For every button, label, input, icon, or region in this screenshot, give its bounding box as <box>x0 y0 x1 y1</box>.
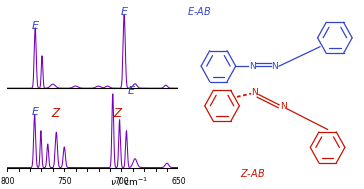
Text: $Z$: $Z$ <box>51 107 62 120</box>
Text: N: N <box>280 102 286 111</box>
Text: $Z$-AB: $Z$-AB <box>240 167 265 179</box>
Text: 800: 800 <box>0 177 15 186</box>
Text: N: N <box>249 62 256 71</box>
Text: N: N <box>272 62 278 71</box>
Text: 750: 750 <box>57 177 72 186</box>
Text: $E$: $E$ <box>127 84 136 96</box>
Text: $E$-AB: $E$-AB <box>187 5 212 17</box>
Text: $E$: $E$ <box>31 105 40 117</box>
Text: $E$: $E$ <box>120 5 129 17</box>
Text: 700: 700 <box>114 177 128 186</box>
Text: $Z$: $Z$ <box>112 107 123 120</box>
Text: $\nu$ / cm$^{-1}$: $\nu$ / cm$^{-1}$ <box>110 176 149 188</box>
Text: $E$: $E$ <box>31 19 40 31</box>
Text: 650: 650 <box>171 177 186 186</box>
Text: N: N <box>252 88 258 97</box>
